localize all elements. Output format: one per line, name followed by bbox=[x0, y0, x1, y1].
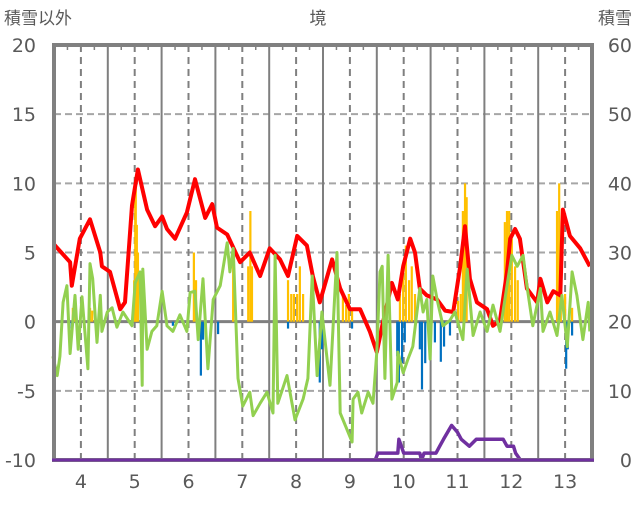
bar-negative bbox=[424, 321, 427, 364]
x-tick-label: 9 bbox=[344, 471, 356, 493]
bar-negative bbox=[286, 321, 290, 329]
bar-negative bbox=[403, 321, 406, 343]
bar-positive bbox=[558, 183, 561, 322]
bar-negative bbox=[396, 321, 399, 357]
bar-positive bbox=[503, 222, 506, 322]
bar-negative bbox=[201, 321, 205, 340]
right-tick-label: 40 bbox=[608, 173, 632, 195]
x-tick-label: 4 bbox=[75, 471, 87, 493]
left-tick-label: 5 bbox=[24, 243, 36, 265]
right-tick-label: 50 bbox=[608, 104, 632, 126]
bar-positive bbox=[555, 211, 559, 322]
bar-positive bbox=[249, 211, 252, 322]
bar-negative bbox=[570, 321, 574, 336]
bar-positive bbox=[341, 294, 345, 322]
left-tick-label: 15 bbox=[12, 104, 36, 126]
bar-positive bbox=[413, 294, 417, 322]
bar-negative bbox=[320, 321, 324, 350]
right-tick-label: 30 bbox=[608, 243, 632, 265]
left-tick-label: 0 bbox=[24, 312, 36, 334]
bar-positive bbox=[301, 294, 305, 322]
bar-negative bbox=[448, 321, 452, 336]
bar-positive bbox=[398, 294, 402, 322]
bar-negative bbox=[199, 321, 202, 376]
bar-positive bbox=[250, 266, 254, 322]
right-tick-label: 10 bbox=[608, 381, 632, 403]
bar-positive bbox=[345, 305, 348, 322]
bar-positive bbox=[247, 266, 250, 322]
series-lines bbox=[51, 167, 592, 462]
bar-positive bbox=[91, 310, 94, 322]
right-tick-label: 20 bbox=[608, 312, 632, 334]
bar-positive bbox=[296, 294, 299, 322]
series-green bbox=[51, 241, 592, 444]
bar-positive bbox=[410, 266, 413, 322]
bar-positive bbox=[459, 294, 462, 322]
left-tick-label: -5 bbox=[17, 381, 36, 403]
bar-positive bbox=[570, 307, 574, 322]
bar-positive bbox=[298, 266, 301, 322]
bar-negative bbox=[439, 321, 442, 362]
bar-positive bbox=[510, 238, 513, 322]
right-tick-label: 60 bbox=[608, 35, 632, 57]
bar-positive bbox=[136, 252, 140, 322]
x-tick-label: 11 bbox=[445, 471, 469, 493]
x-tick-label: 13 bbox=[553, 471, 577, 493]
bar-negative bbox=[442, 321, 446, 347]
bar-positive bbox=[292, 294, 296, 322]
bar-positive bbox=[513, 266, 517, 322]
chart-title: 境 bbox=[310, 9, 327, 29]
bar-positive bbox=[286, 280, 290, 322]
x-tick-label: 6 bbox=[182, 471, 194, 493]
bar-negative bbox=[216, 321, 220, 335]
bar-positive bbox=[456, 300, 460, 322]
right-tick-label: 0 bbox=[620, 450, 632, 472]
x-tick-label: 10 bbox=[392, 471, 416, 493]
bar-positive bbox=[461, 211, 464, 322]
bar-negative bbox=[171, 321, 174, 326]
left-tick-label: 20 bbox=[12, 35, 36, 57]
x-tick-label: 8 bbox=[290, 471, 302, 493]
bar-positive bbox=[407, 280, 411, 322]
x-tick-label: 12 bbox=[499, 471, 523, 493]
bar-positive bbox=[402, 266, 405, 322]
bar-negative bbox=[420, 321, 424, 390]
bar-negative bbox=[400, 321, 404, 364]
plot-frame bbox=[52, 43, 594, 462]
bar-positive bbox=[404, 245, 407, 322]
left-axis-title: 積雪以外 bbox=[4, 9, 72, 29]
series-purple bbox=[54, 423, 592, 462]
bar-negative bbox=[433, 321, 437, 343]
bar-positive bbox=[516, 280, 519, 322]
series-red bbox=[52, 167, 592, 355]
bar-negative bbox=[418, 321, 421, 350]
bar-positive bbox=[290, 294, 293, 322]
left-tick-label: -10 bbox=[5, 450, 36, 472]
bar-positive bbox=[192, 252, 195, 322]
left-tick-label: 10 bbox=[12, 173, 36, 195]
x-tick-label: 5 bbox=[129, 471, 141, 493]
x-tick-label: 7 bbox=[236, 471, 248, 493]
bar-positive bbox=[463, 183, 467, 322]
bar-positive bbox=[564, 294, 567, 322]
bar-negative bbox=[350, 321, 354, 329]
right-axis-title: 積雪 bbox=[598, 9, 632, 29]
bar-positive bbox=[350, 307, 354, 322]
